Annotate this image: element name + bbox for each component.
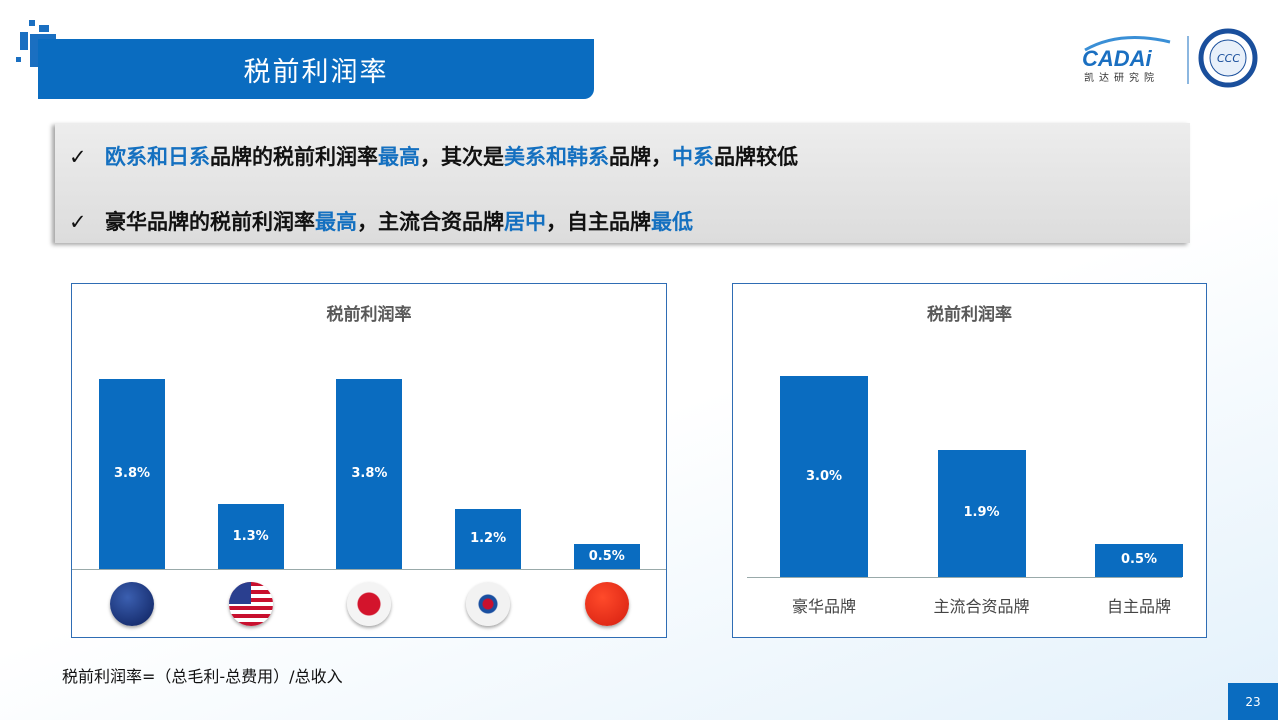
- summary-text: 品牌，: [609, 145, 672, 169]
- data-label: 0.5%: [1120, 552, 1158, 568]
- svg-text:CCC: CCC: [1217, 52, 1240, 65]
- summary-line: ✓ 豪华品牌的税前利润率最高，主流合资品牌居中，自主品牌最低: [69, 206, 693, 236]
- data-label: 3.8%: [113, 466, 151, 481]
- bar: [937, 449, 1026, 577]
- japan-flag-icon: [347, 582, 392, 626]
- highlight-text: 最高: [315, 210, 357, 234]
- china-flag-icon: [584, 582, 629, 626]
- us-flag-icon: [228, 582, 273, 626]
- formula-note: 税前利润率=（总毛利-总费用）/总收入: [62, 667, 343, 686]
- highlight-text: 最高: [378, 145, 420, 169]
- bar: [780, 376, 868, 577]
- us-canton: [228, 582, 251, 604]
- summary-text: ，自主品牌: [546, 210, 651, 234]
- data-label: 1.9%: [963, 505, 1000, 521]
- summary-callout: ✓ 欧系和日系品牌的税前利润率最高，其次是美系和韩系品牌，中系品牌较低 ✓ 豪华品牌…: [55, 123, 1190, 243]
- decor-square: [39, 25, 49, 35]
- bar: [1095, 543, 1183, 577]
- region-chart: 税前利润率 3.8% 1.3% 3.8% 1.2% 0.5%: [71, 283, 667, 638]
- brand-type-chart: 税前利润率 3.0% 豪华品牌 1.9% 主流合资品牌 0.5% 自主品牌: [732, 283, 1207, 638]
- decor-square: [16, 57, 21, 62]
- page-number: 23: [1228, 683, 1278, 720]
- data-label: 3.0%: [805, 468, 843, 484]
- data-label: 3.8%: [351, 466, 388, 481]
- data-label: 0.5%: [588, 548, 625, 564]
- summary-text: ，其次是: [420, 145, 504, 169]
- highlight-text: 最低: [651, 210, 693, 234]
- data-label: 1.2%: [470, 531, 507, 546]
- bar: [573, 544, 640, 569]
- bar: [99, 379, 165, 569]
- bar: [336, 379, 403, 569]
- chart-title: 税前利润率: [927, 305, 1012, 325]
- summary-line: ✓ 欧系和日系品牌的税前利润率最高，其次是美系和韩系品牌，中系品牌较低: [69, 141, 798, 171]
- chart-title: 税前利润率: [326, 305, 412, 325]
- x-axis: [747, 577, 1182, 578]
- cadai-logo: CADAi 凯达研究院 CCC: [1080, 28, 1270, 88]
- korea-flag-icon: [466, 582, 511, 626]
- x-axis: [72, 569, 666, 570]
- summary-text: ，主流合资品牌: [357, 210, 504, 234]
- check-icon: ✓: [69, 145, 87, 169]
- highlight-text: 居中: [504, 210, 546, 234]
- bar: [455, 509, 522, 569]
- page-title: 税前利润率: [38, 39, 594, 99]
- highlight-text: 中系: [672, 145, 714, 169]
- category-label: 主流合资品牌: [933, 597, 1030, 616]
- category-label: 自主品牌: [1106, 597, 1171, 616]
- category-label: 豪华品牌: [791, 597, 856, 616]
- highlight-text: 欧系和日系: [105, 145, 210, 169]
- check-icon: ✓: [69, 210, 87, 234]
- svg-text:凯达研究院: 凯达研究院: [1084, 71, 1159, 84]
- summary-text: 品牌的税前利润率: [210, 145, 378, 169]
- data-label: 1.3%: [232, 528, 269, 544]
- eu-flag-icon: [110, 582, 154, 626]
- highlight-text: 美系和韩系: [504, 145, 609, 169]
- decor-square: [29, 20, 35, 26]
- summary-text: 品牌较低: [714, 145, 798, 169]
- svg-text:CADAi: CADAi: [1082, 46, 1153, 71]
- bar: [217, 504, 284, 569]
- summary-text: 豪华品牌的税前利润率: [105, 210, 315, 234]
